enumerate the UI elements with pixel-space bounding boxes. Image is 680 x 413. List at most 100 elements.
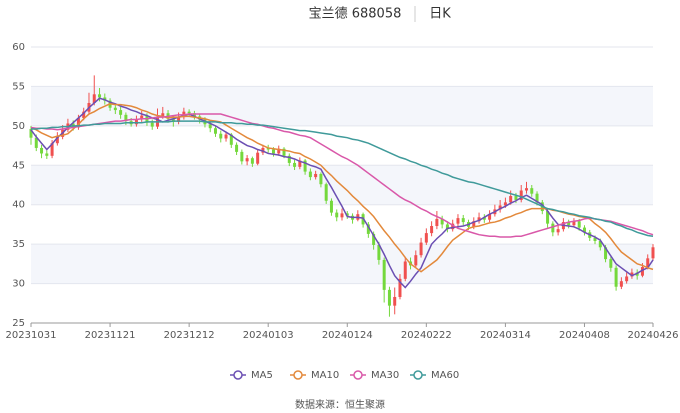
candle [250, 156, 254, 167]
candle-body [619, 281, 623, 287]
candle-body [55, 136, 59, 144]
candle-body [171, 118, 175, 122]
candle [651, 244, 655, 261]
legend-marker [353, 370, 363, 380]
candle [524, 181, 528, 194]
candle [256, 149, 260, 166]
candle-body [472, 221, 476, 227]
x-tick-label: 20240426 [628, 330, 679, 341]
candle-body [551, 223, 555, 233]
candle [113, 105, 117, 115]
candle [293, 159, 297, 171]
candle [224, 131, 228, 142]
candle [630, 268, 634, 279]
candle-body [604, 247, 608, 260]
candle [519, 185, 523, 203]
candle-body [340, 213, 344, 218]
candle [213, 125, 217, 137]
candle-body [266, 147, 270, 150]
candle-body [430, 226, 434, 234]
candle-body [34, 137, 38, 148]
candle-body [192, 113, 196, 117]
candle-body [187, 111, 191, 114]
plot-band [31, 244, 653, 284]
candle-body [609, 259, 613, 268]
candle-body [29, 129, 33, 138]
candle-body [208, 124, 212, 129]
y-tick-label: 50 [12, 121, 25, 132]
candle-body [488, 214, 492, 220]
candle-body [256, 152, 260, 164]
candle [619, 277, 623, 290]
candle [382, 257, 386, 303]
candle-body [393, 296, 397, 306]
candle-body [40, 147, 44, 154]
candle-body [461, 218, 465, 223]
candle-body [614, 267, 618, 287]
candle [393, 287, 397, 315]
ma-line [31, 120, 654, 238]
candle-body [577, 221, 581, 228]
candle [240, 149, 244, 165]
candle-body [451, 223, 455, 230]
candle-body [514, 196, 518, 200]
candle [445, 221, 449, 233]
candle [530, 185, 534, 197]
candle [488, 210, 492, 223]
legend-label: MA60 [431, 370, 459, 381]
x-tick-label: 20231031 [6, 330, 57, 341]
x-tick-label: 20240103 [243, 330, 294, 341]
candle-body [298, 160, 302, 167]
candle-body [229, 134, 233, 145]
candle [55, 132, 59, 146]
candle [335, 209, 339, 222]
candle-body [177, 117, 181, 122]
candle [435, 211, 439, 230]
candle [614, 265, 618, 291]
candle [430, 221, 434, 237]
y-tick-label: 60 [12, 42, 25, 53]
candle-body [329, 200, 333, 213]
candle-body [509, 196, 513, 203]
candle-body [519, 190, 523, 200]
candle-body [651, 247, 655, 259]
candle-body [213, 128, 217, 134]
candle-body [630, 272, 634, 277]
candle [314, 170, 318, 180]
candle [192, 110, 196, 120]
candle [424, 228, 428, 245]
candle-body [250, 158, 254, 164]
candle [482, 214, 486, 223]
candle [461, 214, 465, 226]
candle [266, 144, 270, 153]
plot-area [29, 46, 655, 324]
candle [551, 221, 555, 237]
candle-body [482, 217, 486, 220]
chart-subtitle: 日K [429, 7, 451, 22]
candle [556, 225, 560, 236]
candle-body [524, 188, 528, 191]
y-tick-label: 55 [12, 81, 25, 92]
candle-body [113, 107, 117, 111]
candle [319, 172, 323, 188]
candle-body [625, 276, 629, 282]
candle-body [419, 242, 423, 256]
candle-body [76, 117, 80, 128]
legend-item: MA30 [350, 370, 399, 381]
y-tick-label: 45 [12, 160, 25, 171]
candle-body [45, 153, 49, 156]
candle [340, 208, 344, 221]
candle-body [498, 205, 502, 210]
candle-body [277, 148, 281, 154]
candle [351, 213, 355, 224]
candle-body [219, 133, 223, 139]
candle-body [477, 217, 481, 222]
legend-label: MA30 [371, 370, 399, 381]
candle-body [245, 158, 249, 162]
candle-body [50, 143, 54, 156]
ma-line [30, 97, 654, 289]
candle [303, 158, 307, 175]
candle [277, 145, 281, 156]
candle-body [150, 122, 154, 127]
legend-item: MA10 [290, 370, 339, 381]
